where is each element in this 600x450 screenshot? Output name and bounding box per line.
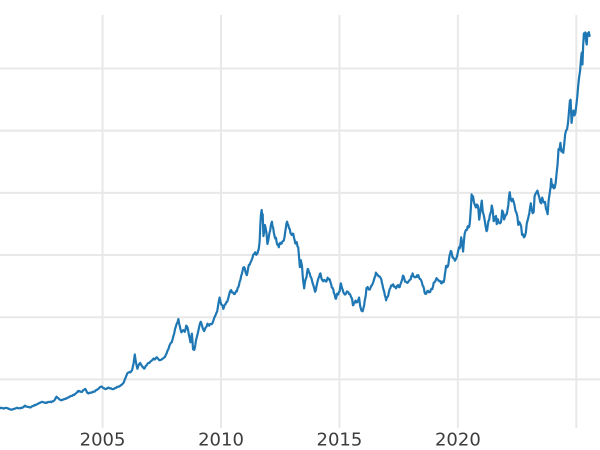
x-tick-label-2015: 2015 [317, 430, 363, 450]
x-tick-label-2010: 2010 [198, 430, 244, 450]
x-tick-label-2020: 2020 [435, 430, 481, 450]
x-tick-label-2005: 2005 [80, 430, 126, 450]
price-line-series [0, 31, 591, 411]
